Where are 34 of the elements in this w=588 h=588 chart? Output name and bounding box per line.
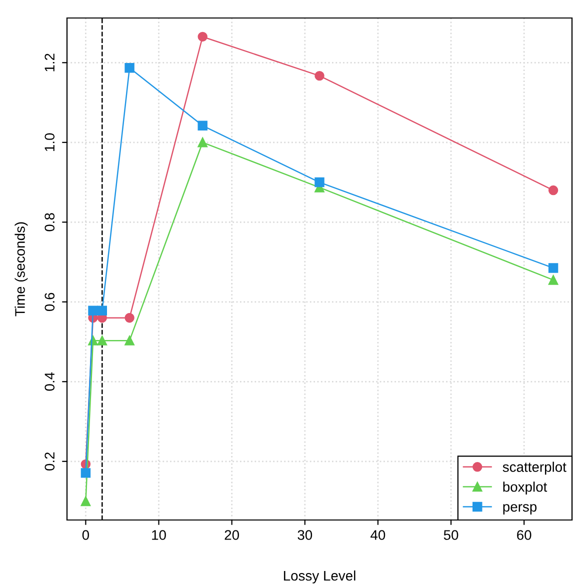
legend-label: scatterplot: [502, 462, 566, 475]
y-tick-label: 0.2: [44, 452, 55, 470]
point: [97, 336, 108, 346]
x-tick-label: 60: [517, 530, 532, 540]
point: [80, 496, 91, 506]
y-tick-label: 0.4: [44, 372, 55, 391]
x-tick-label: 50: [444, 530, 458, 540]
point: [80, 468, 91, 478]
point: [548, 185, 558, 196]
x-tick-label: 20: [224, 530, 240, 540]
y-tick-label: 1.2: [44, 54, 54, 72]
x-tick-label: 40: [370, 530, 386, 540]
y-axis-title: Time (seconds): [14, 222, 28, 316]
point: [198, 32, 208, 42]
x-tick-label: 0: [82, 530, 90, 540]
y-tick-label: 0.6: [44, 292, 55, 312]
point: [124, 312, 134, 323]
legend-label: boxplot: [503, 482, 548, 495]
point: [124, 62, 134, 73]
point: [198, 120, 208, 131]
x-axis-title: Lossy Level: [284, 570, 356, 584]
point: [124, 336, 134, 346]
point: [314, 70, 324, 81]
point: [97, 306, 108, 316]
y-tick-label: 1.0: [44, 133, 55, 151]
point: [88, 306, 98, 316]
y-tick-label: 0.8: [44, 213, 55, 232]
point: [198, 138, 208, 148]
x-tick-label: 10: [152, 530, 166, 540]
point: [548, 275, 558, 285]
x-tick-label: 30: [298, 530, 312, 540]
legend-label: persp: [503, 504, 537, 514]
point: [548, 263, 558, 273]
point: [314, 177, 324, 188]
